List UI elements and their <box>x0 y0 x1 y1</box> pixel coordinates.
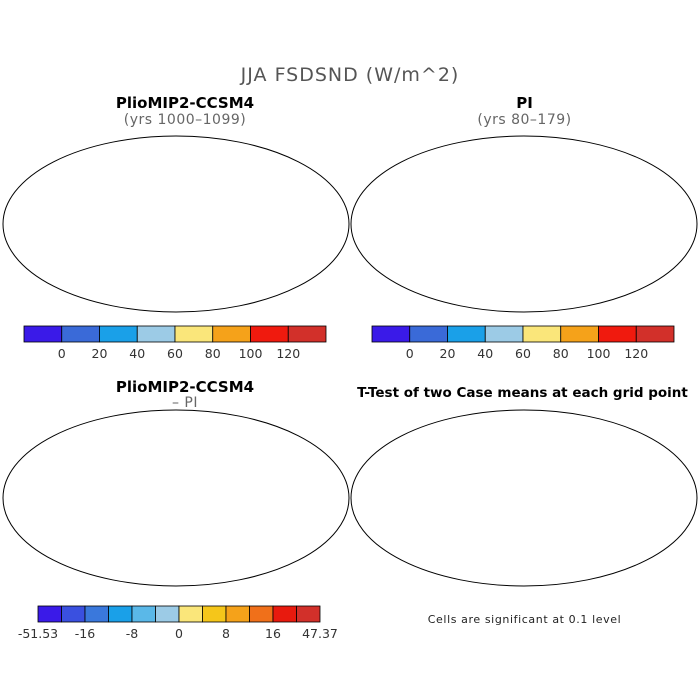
map-panel-3 <box>2 409 350 587</box>
colorbar-tick-label: 0 <box>175 626 183 641</box>
colorbar-swatch <box>37 605 62 623</box>
colorbar-tick-label: -51.53 <box>18 626 58 641</box>
colorbar-tick-label: 0 <box>406 346 414 361</box>
colorbar-swatch <box>108 605 133 623</box>
colorbar-tick-label: 40 <box>477 346 493 361</box>
panel-3-subtitle: – PI <box>171 395 199 411</box>
colorbar-tick-label: 120 <box>624 346 648 361</box>
colorbar-swatch <box>447 325 486 343</box>
colorbar-tick-label: 60 <box>167 346 183 361</box>
colorbar-swatch <box>272 605 297 623</box>
colorbar-panel-3: -51.53 -16 -8 0 8 16 47.37 <box>18 605 338 641</box>
colorbar-swatch <box>155 605 180 623</box>
panel-2-title: PI <box>516 94 533 112</box>
colorbar-swatch <box>202 605 227 623</box>
colorbar-tick-label: 100 <box>239 346 263 361</box>
colorbar-tick-label: 20 <box>92 346 108 361</box>
colorbar-tick-label: 20 <box>440 346 456 361</box>
colorbar-swatch <box>131 605 156 623</box>
colorbar-swatch <box>225 605 250 623</box>
colorbar-swatch <box>23 325 63 343</box>
colorbar-swatch <box>371 325 411 343</box>
colorbar-swatch <box>136 325 176 343</box>
colorbar-swatch <box>174 325 214 343</box>
colorbar-swatch <box>635 325 675 343</box>
colorbar-tick-label: -8 <box>126 626 139 641</box>
colorbar-tick-label: 60 <box>515 346 531 361</box>
panel-4-title: T-Test of two Case means at each grid po… <box>357 385 688 401</box>
colorbar-swatch <box>249 605 274 623</box>
colorbar-swatch <box>409 325 448 343</box>
map-panel-4 <box>350 409 698 587</box>
colorbar-swatch <box>287 325 327 343</box>
colorbar-swatch <box>99 325 138 343</box>
colorbar-tick-label: 8 <box>222 626 230 641</box>
colorbar-tick-label: 16 <box>265 626 281 641</box>
panel-2-subtitle: (yrs 80–179) <box>477 112 572 128</box>
colorbar-swatch <box>598 325 637 343</box>
colorbar-swatch <box>250 325 289 343</box>
colorbar-swatch <box>61 605 86 623</box>
colorbar-tick-label: 0 <box>58 346 66 361</box>
colorbar-swatch <box>84 605 109 623</box>
map-panel-2 <box>350 135 698 313</box>
map-panel-1 <box>2 135 350 313</box>
colorbar-panel-1: 0 20 40 60 80 100 120 <box>23 325 327 361</box>
colorbar-swatch <box>560 325 599 343</box>
colorbar-tick-label: 40 <box>129 346 145 361</box>
colorbar-swatch <box>296 605 321 623</box>
colorbar-swatch <box>61 325 100 343</box>
panel-1-title: PlioMIP2-CCSM4 <box>115 94 255 112</box>
colorbar-swatch <box>178 605 203 623</box>
figure-title: JJA FSDSND (W/m^2) <box>240 64 460 86</box>
colorbar-tick-label: 80 <box>553 346 569 361</box>
panel-3-title: PlioMIP2-CCSM4 <box>115 378 255 396</box>
colorbar-tick-label: 100 <box>587 346 611 361</box>
colorbar-tick-label: 47.37 <box>302 626 338 641</box>
colorbar-swatch <box>522 325 562 343</box>
colorbar-swatch <box>212 325 251 343</box>
colorbar-tick-label: 80 <box>205 346 221 361</box>
colorbar-panel-2: 0 20 40 60 80 100 120 <box>371 325 675 361</box>
colorbar-swatch <box>484 325 524 343</box>
significance-note: Cells are significant at 0.1 level <box>427 613 622 626</box>
panel-1-subtitle: (yrs 1000–1099) <box>123 112 247 128</box>
colorbar-tick-label: 120 <box>276 346 300 361</box>
colorbar-tick-label: -16 <box>75 626 95 641</box>
